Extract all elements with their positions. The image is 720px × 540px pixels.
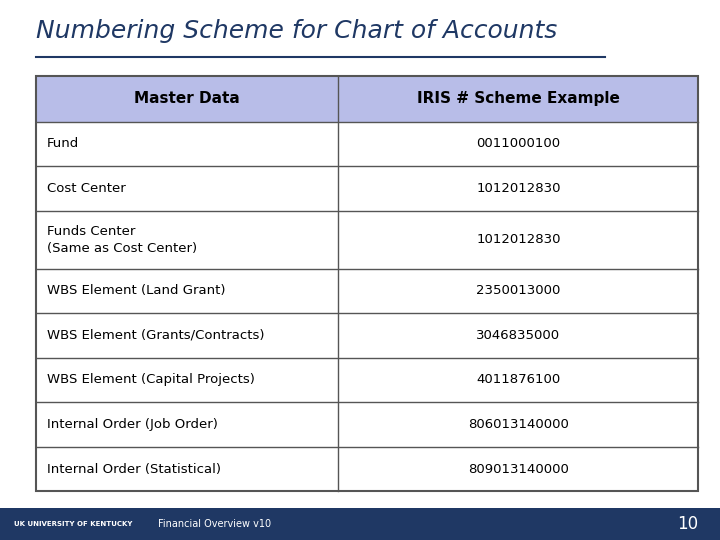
Text: 806013140000: 806013140000 (468, 418, 569, 431)
Text: Master Data: Master Data (135, 91, 240, 106)
Bar (36, 447, 698, 491)
Text: WBS Element (Grants/Contracts): WBS Element (Grants/Contracts) (47, 329, 264, 342)
Text: WBS Element (Land Grant): WBS Element (Land Grant) (47, 285, 225, 298)
Bar (0, 508, 720, 540)
Bar (36, 211, 698, 268)
Bar (36, 268, 698, 313)
Text: 809013140000: 809013140000 (468, 463, 569, 476)
Bar (36, 122, 698, 166)
Text: Fund: Fund (47, 137, 79, 150)
Text: IRIS # Scheme Example: IRIS # Scheme Example (417, 91, 620, 106)
Text: Numbering Scheme for Chart of Accounts: Numbering Scheme for Chart of Accounts (36, 19, 557, 43)
Text: 0011000100: 0011000100 (477, 137, 560, 150)
Text: 2350013000: 2350013000 (476, 285, 561, 298)
Bar (36, 76, 698, 122)
Bar (36, 313, 698, 357)
Bar (36, 76, 698, 491)
Text: 1012012830: 1012012830 (476, 233, 561, 246)
Text: 4011876100: 4011876100 (476, 374, 561, 387)
Text: WBS Element (Capital Projects): WBS Element (Capital Projects) (47, 374, 255, 387)
Text: 10: 10 (678, 515, 698, 533)
Bar (36, 357, 698, 402)
Text: Funds Center
(Same as Cost Center): Funds Center (Same as Cost Center) (47, 225, 197, 254)
Bar (36, 166, 698, 211)
Text: 3046835000: 3046835000 (477, 329, 560, 342)
Text: Financial Overview v10: Financial Overview v10 (158, 519, 271, 529)
Text: Cost Center: Cost Center (47, 182, 125, 195)
Text: 1012012830: 1012012830 (476, 182, 561, 195)
Text: Internal Order (Job Order): Internal Order (Job Order) (47, 418, 217, 431)
Bar (36, 402, 698, 447)
Text: UK UNIVERSITY OF KENTUCKY: UK UNIVERSITY OF KENTUCKY (14, 521, 132, 527)
Text: Internal Order (Statistical): Internal Order (Statistical) (47, 463, 221, 476)
